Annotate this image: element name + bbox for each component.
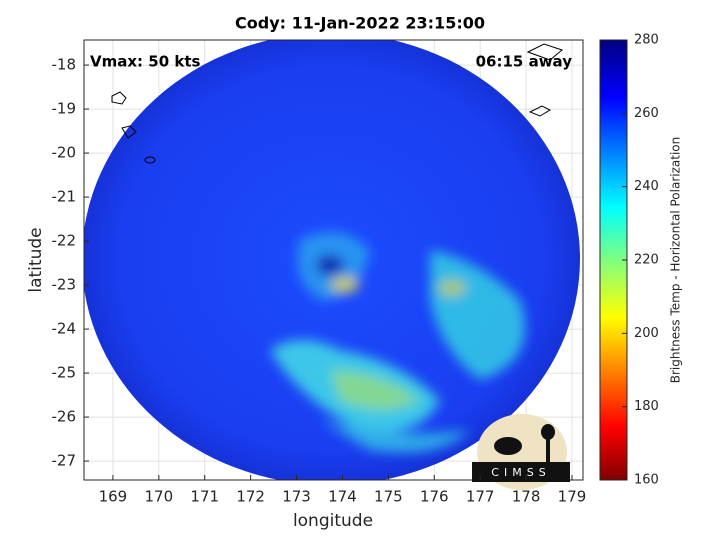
y-tick-label: -20 — [52, 144, 77, 162]
y-tick-label: -19 — [52, 100, 77, 118]
colorbar-tick-label: 220 — [634, 253, 659, 268]
annotation: 06:15 away — [476, 53, 573, 71]
y-tick-label: -26 — [52, 408, 77, 426]
x-tick-label: 179 — [558, 488, 587, 506]
y-tick-label: -18 — [52, 56, 77, 74]
swath-image — [84, 40, 580, 480]
x-tick-label: 177 — [466, 488, 495, 506]
plot-frame — [83, 39, 584, 481]
colorbar-label: Brightness Temp - Horizontal Polarizatio… — [669, 137, 683, 384]
y-tick-label: -24 — [52, 320, 77, 338]
logo-text: CIMSS — [491, 466, 550, 479]
colorbar-tick-label: 160 — [634, 473, 659, 488]
y-tick-label: -27 — [52, 452, 77, 470]
x-tick-label: 172 — [236, 488, 265, 506]
colorbar-tick-label: 240 — [634, 179, 659, 194]
annotation: Vmax: 50 kts — [90, 53, 200, 71]
colorbar-tick-label: 180 — [634, 399, 659, 414]
x-tick-label: 176 — [420, 488, 449, 506]
x-tick-label: 171 — [190, 488, 219, 506]
x-tick-label: 169 — [99, 488, 128, 506]
x-axis-label: longitude — [293, 511, 373, 531]
y-tick-label: -21 — [52, 188, 77, 206]
x-tick-label: 170 — [145, 488, 174, 506]
colorbar-tick-label: 280 — [634, 33, 659, 48]
chart-title: Cody: 11-Jan-2022 23:15:00 — [235, 14, 485, 33]
x-tick-label: 173 — [282, 488, 311, 506]
x-tick-label: 174 — [328, 488, 357, 506]
y-tick-label: -23 — [52, 276, 77, 294]
x-tick-label: 175 — [374, 488, 403, 506]
y-tick-label: -22 — [52, 232, 77, 250]
colorbar-tick-label: 260 — [634, 106, 659, 121]
logo: CIMSS — [472, 414, 570, 490]
y-tick-label: -25 — [52, 364, 77, 382]
x-tick-label: 178 — [512, 488, 541, 506]
y-axis-label: latitude — [26, 227, 46, 292]
colorbar-tick-label: 200 — [634, 326, 659, 341]
